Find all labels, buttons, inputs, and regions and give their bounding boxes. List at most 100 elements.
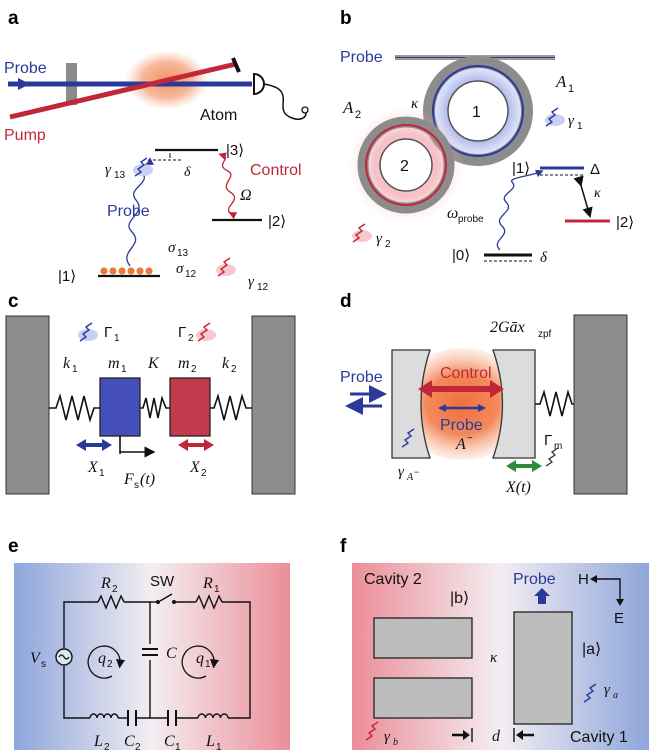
photon-icon-red-a xyxy=(216,257,236,277)
photon-icon-red-b xyxy=(352,223,372,243)
svg-text:2: 2 xyxy=(201,468,207,479)
cavity1-label: Cavity 1 xyxy=(570,729,628,746)
svg-text:A: A xyxy=(406,472,414,483)
svg-text:C: C xyxy=(164,733,175,750)
probe-label-b: Probe xyxy=(340,49,383,66)
kappa-label-b: κ xyxy=(411,96,419,112)
probe-center-label-d: Probe xyxy=(440,417,483,434)
sigma-13: σ 13 xyxy=(168,240,189,259)
k1-label: k 1 xyxy=(63,355,78,375)
inductor-L2 xyxy=(89,713,119,719)
probe-lower-label: Probe xyxy=(107,203,150,220)
omega-probe-label: ω probe xyxy=(447,205,484,225)
panel-d: d 2Gāx zpf Probe Control Probe A − Γ xyxy=(340,291,628,496)
HE-axes xyxy=(594,578,621,602)
svg-text:2: 2 xyxy=(191,364,197,375)
mass-m2 xyxy=(169,377,211,437)
panel-d-label: d xyxy=(340,291,352,312)
kappa-label-b2: κ xyxy=(594,186,601,201)
svg-text:σ: σ xyxy=(176,261,184,277)
panel-b: b Probe 1 2 A 1 A 2 κ γ 1 γ 2 xyxy=(340,8,634,266)
gamma-a-label: γ a xyxy=(604,682,618,701)
svg-text:2: 2 xyxy=(188,333,194,344)
svg-text:m: m xyxy=(108,355,120,372)
q1-label: q 1 xyxy=(196,650,211,670)
photon-icon-gray-d xyxy=(545,447,559,467)
fixed-mirror xyxy=(391,349,431,459)
svg-text:C: C xyxy=(124,733,135,750)
q2-label: q 2 xyxy=(98,650,113,670)
svg-text:σ: σ xyxy=(168,240,176,256)
Gamma1-label: Γ 1 xyxy=(104,324,120,344)
panel-c-label: c xyxy=(8,291,19,312)
svg-text:γ: γ xyxy=(248,274,255,290)
svg-text:γ: γ xyxy=(604,682,611,698)
inductor-L1 xyxy=(197,713,229,719)
control-label-d: Control xyxy=(440,365,492,382)
svg-text:R: R xyxy=(202,575,213,592)
svg-text:Γ: Γ xyxy=(544,432,552,449)
svg-text:q: q xyxy=(98,650,106,667)
state-2-label-b: |2⟩ xyxy=(616,214,634,231)
C2-label: C 2 xyxy=(124,733,141,753)
movable-mirror xyxy=(492,349,536,459)
L2-label: L 2 xyxy=(93,733,110,753)
svg-text:−: − xyxy=(467,433,473,444)
panel-a-label: a xyxy=(8,8,19,29)
wall-left-c xyxy=(5,315,50,495)
svg-text:1: 1 xyxy=(175,742,181,753)
svg-text:2: 2 xyxy=(107,659,113,670)
svg-text:1: 1 xyxy=(114,333,120,344)
control-double-arrow xyxy=(418,380,504,398)
svg-text:γ: γ xyxy=(568,113,575,129)
svg-text:1: 1 xyxy=(99,468,105,479)
resistor-R1 xyxy=(195,594,223,610)
photon-icon-red-c xyxy=(196,322,216,342)
mirror-spring xyxy=(535,389,574,417)
svg-text:zpf: zpf xyxy=(538,329,552,340)
svg-text:12: 12 xyxy=(185,269,197,280)
svg-text:1: 1 xyxy=(568,83,574,95)
svg-text:F: F xyxy=(123,471,134,488)
svg-text:X: X xyxy=(87,459,99,476)
mass-m1 xyxy=(99,377,141,437)
SW-label: SW xyxy=(150,573,175,590)
capacitor-C2 xyxy=(127,710,137,726)
X1-arrow xyxy=(76,439,112,451)
svg-text:γ: γ xyxy=(384,729,391,745)
svg-text:Γ: Γ xyxy=(178,324,186,341)
svg-text:−: − xyxy=(414,467,419,477)
cavity-field xyxy=(396,348,528,460)
svg-text:(t): (t) xyxy=(140,471,155,488)
A-minus-label: A − xyxy=(455,433,473,453)
omega-label: Ω xyxy=(240,187,252,204)
detector xyxy=(253,72,265,96)
state-b-label: |b⟩ xyxy=(450,590,469,607)
C-label: C xyxy=(166,645,177,662)
spring-k2 xyxy=(210,393,252,421)
svg-text:L: L xyxy=(93,733,103,750)
svg-text:b: b xyxy=(393,737,398,748)
voltage-source xyxy=(55,648,73,666)
probe-up-arrow xyxy=(534,588,550,604)
svg-text:2Gāx: 2Gāx xyxy=(490,319,525,336)
ring-resonator-1 xyxy=(423,56,533,166)
svg-text:12: 12 xyxy=(257,282,269,293)
m1-label: m 1 xyxy=(108,355,127,375)
panel-f: f Cavity 2 |b⟩ Probe H E κ |a⟩ γ a γ b xyxy=(340,536,649,750)
Vs-label: V s xyxy=(30,650,46,670)
state-1-label-b: |1⟩ xyxy=(512,160,530,177)
Xt-arrow xyxy=(506,460,542,472)
pump-block xyxy=(231,57,241,73)
Delta-label: Δ xyxy=(590,161,600,178)
svg-text:s: s xyxy=(41,659,46,670)
state-a-label: |a⟩ xyxy=(582,641,601,658)
photon-icon-blue-d xyxy=(401,428,415,448)
K-label: K xyxy=(147,355,160,372)
atom-population xyxy=(100,267,153,275)
svg-text:A: A xyxy=(555,72,567,91)
gamma1-label: γ 1 xyxy=(568,113,583,132)
delta-label-b: δ xyxy=(540,250,548,266)
photon-icon-blue-b xyxy=(545,107,565,127)
